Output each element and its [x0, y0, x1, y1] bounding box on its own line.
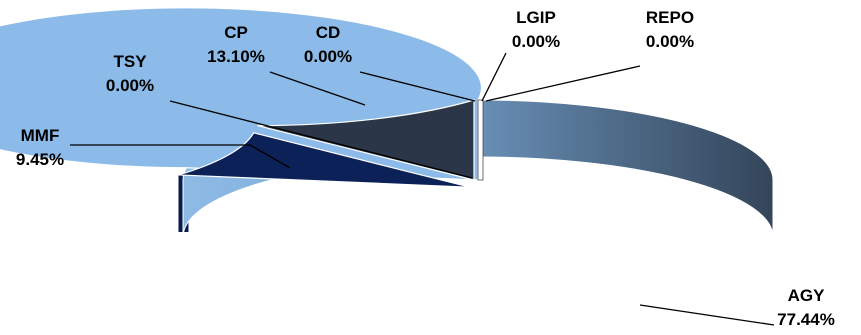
slice-label-cp: CP — [224, 23, 248, 42]
slice-value-lgip: 0.00% — [512, 32, 560, 51]
leader-line-tsy — [169, 100, 473, 179]
slice-value-cp: 13.10% — [207, 47, 265, 66]
leader-line-lgip — [481, 52, 507, 102]
slice-cp — [257, 99, 475, 181]
leader-line-agy — [639, 304, 775, 326]
leader-line-mmf — [70, 144, 291, 169]
slice-value-tsy: 0.00% — [106, 76, 154, 95]
slice-value-cd: 0.00% — [304, 47, 352, 66]
leader-lines — [70, 52, 775, 326]
slice-tops — [0, 7, 484, 188]
slice-label-repo: REPO — [646, 8, 694, 27]
slice-label-lgip: LGIP — [516, 8, 556, 27]
leader-line-cd — [359, 71, 476, 102]
slice-label-agy: AGY — [788, 286, 826, 305]
slice-value-repo: 0.00% — [646, 32, 694, 51]
leader-line-repo — [485, 65, 641, 102]
slice-labels: AGY 77.44% MMF 9.45% TSY 0.00% CP 13.10% CD 0.00%… — [16, 8, 835, 329]
slice-label-cd: CD — [316, 23, 341, 42]
slice-label-tsy: TSY — [113, 52, 147, 71]
slice-label-mmf: MMF — [21, 126, 60, 145]
leader-line-cp — [269, 71, 366, 106]
slice-zero-values — [477, 99, 484, 181]
slice-value-mmf: 9.45% — [16, 150, 64, 169]
slice-value-agy: 77.44% — [777, 310, 835, 329]
